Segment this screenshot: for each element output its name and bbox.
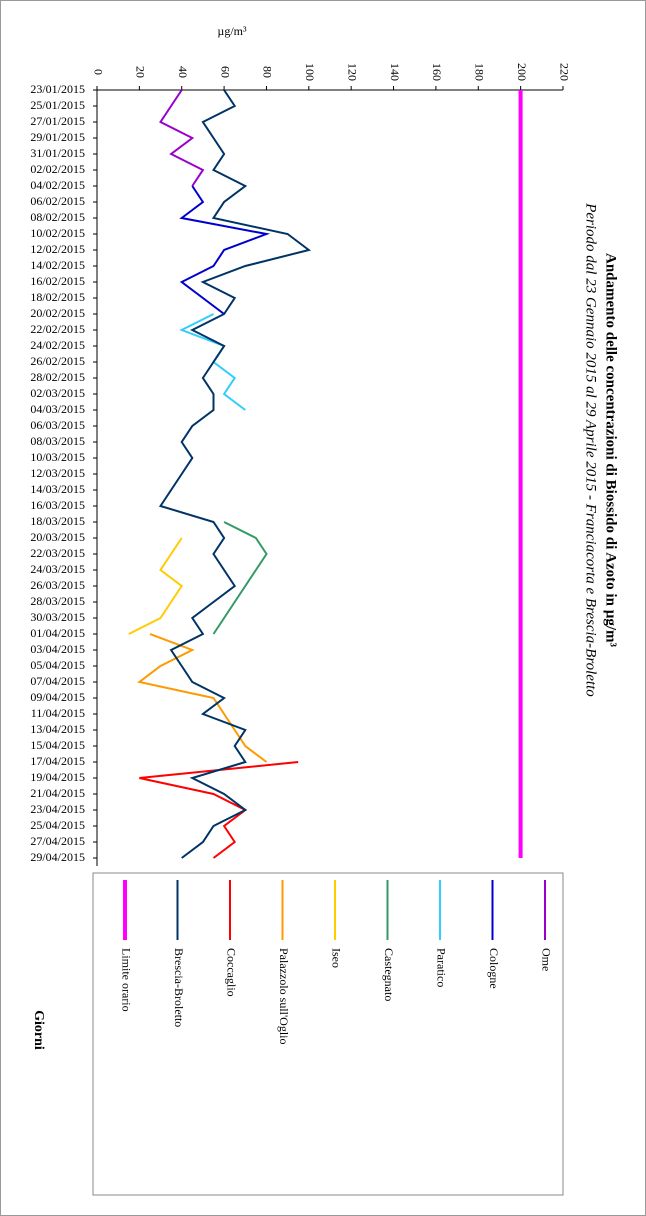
x-tick-label: 22/03/2015 (30, 546, 85, 560)
legend-label: Palazzolo sull'Oglio (277, 948, 291, 1044)
x-tick-label: 18/03/2015 (30, 514, 85, 528)
x-tick-label: 04/03/2015 (30, 402, 85, 416)
x-tick-label: 03/04/2015 (30, 642, 85, 656)
y-tick-label: 200 (515, 63, 529, 81)
y-tick-label: 120 (345, 63, 359, 81)
y-tick-label: 80 (261, 66, 275, 78)
x-tick-label: 23/04/2015 (30, 802, 85, 816)
x-tick-label: 16/02/2015 (30, 274, 85, 288)
x-tick-label: 27/04/2015 (30, 834, 85, 848)
chart-subtitle: Periodo dal 23 Gennaio 2015 al 29 Aprile… (583, 202, 599, 697)
x-tick-label: 06/02/2015 (30, 194, 85, 208)
x-tick-label: 19/04/2015 (30, 770, 85, 784)
x-tick-label: 14/02/2015 (30, 258, 85, 272)
x-tick-label: 28/03/2015 (30, 594, 85, 608)
x-tick-label: 21/04/2015 (30, 786, 85, 800)
legend-label: Limite orario (119, 948, 133, 1012)
x-tick-label: 23/01/2015 (30, 82, 85, 96)
y-tick-label: 180 (473, 63, 487, 81)
x-tick-label: 28/02/2015 (30, 370, 85, 384)
y-tick-label: 20 (134, 66, 148, 78)
series-line (158, 89, 312, 859)
legend-label: Ome (539, 948, 553, 971)
x-tick-label: 24/02/2015 (30, 338, 85, 352)
x-tick-label: 18/02/2015 (30, 290, 85, 304)
x-tick-label: 08/02/2015 (30, 210, 85, 224)
legend-label: Brescia-Broletto (172, 948, 186, 1027)
y-tick-label: 40 (176, 66, 190, 78)
x-tick-label: 04/02/2015 (30, 178, 85, 192)
y-tick-label: 0 (91, 69, 105, 75)
x-tick-label: 20/03/2015 (30, 530, 85, 544)
x-tick-label: 16/03/2015 (30, 498, 85, 512)
x-tick-label: 15/04/2015 (30, 738, 85, 752)
x-tick-label: 25/04/2015 (30, 818, 85, 832)
x-tick-label: 29/04/2015 (30, 850, 85, 864)
series-line (137, 633, 268, 763)
chart-title: Andamento delle concentrazioni di Biossi… (603, 253, 619, 647)
x-tick-label: 07/04/2015 (30, 674, 85, 688)
y-tick-label: 140 (388, 63, 402, 81)
series-line (128, 537, 184, 635)
y-tick-label: 100 (303, 63, 317, 81)
x-tick-label: 05/04/2015 (30, 658, 85, 672)
x-tick-label: 26/03/2015 (30, 578, 85, 592)
y-axis-label: µg/m³ (217, 24, 247, 38)
series-line (179, 185, 271, 315)
x-tick-label: 25/01/2015 (30, 98, 85, 112)
x-tick-label: 29/01/2015 (30, 130, 85, 144)
x-tick-label: 12/03/2015 (30, 466, 85, 480)
x-tick-label: 09/04/2015 (30, 690, 85, 704)
x-tick-label: 10/02/2015 (30, 226, 85, 240)
x-tick-label: 10/03/2015 (30, 450, 85, 464)
x-tick-label: 20/02/2015 (30, 306, 85, 320)
x-tick-label: 27/01/2015 (30, 114, 85, 128)
legend (92, 872, 564, 1196)
legend-label: Iseo (329, 948, 343, 968)
x-tick-label: 22/02/2015 (30, 322, 85, 336)
x-tick-label: 02/03/2015 (30, 386, 85, 400)
y-tick-label: 160 (430, 63, 444, 81)
x-tick-label: 26/02/2015 (30, 354, 85, 368)
x-tick-label: 17/04/2015 (30, 754, 85, 768)
legend-label: Coccaglio (224, 948, 238, 997)
series-line (159, 89, 205, 187)
x-tick-label: 08/03/2015 (30, 434, 85, 448)
x-tick-label: 30/03/2015 (30, 610, 85, 624)
x-tick-label: 02/02/2015 (30, 162, 85, 176)
x-tick-label: 01/04/2015 (30, 626, 85, 640)
y-tick-label: 60 (218, 66, 232, 78)
y-tick-label: 220 (557, 63, 571, 81)
x-tick-label: 24/03/2015 (30, 562, 85, 576)
x-tick-label: 13/04/2015 (30, 722, 85, 736)
x-axis-label: Giorni (31, 1010, 46, 1050)
x-tick-label: 12/02/2015 (30, 242, 85, 256)
x-tick-label: 31/01/2015 (30, 146, 85, 160)
series-line (212, 521, 268, 635)
legend-label: Castegnato (382, 948, 396, 1001)
legend-label: Paratico (434, 948, 448, 987)
legend-label: Cologne (487, 948, 501, 989)
x-tick-label: 11/04/2015 (31, 706, 85, 720)
x-tick-label: 06/03/2015 (30, 418, 85, 432)
x-tick-label: 14/03/2015 (30, 482, 85, 496)
